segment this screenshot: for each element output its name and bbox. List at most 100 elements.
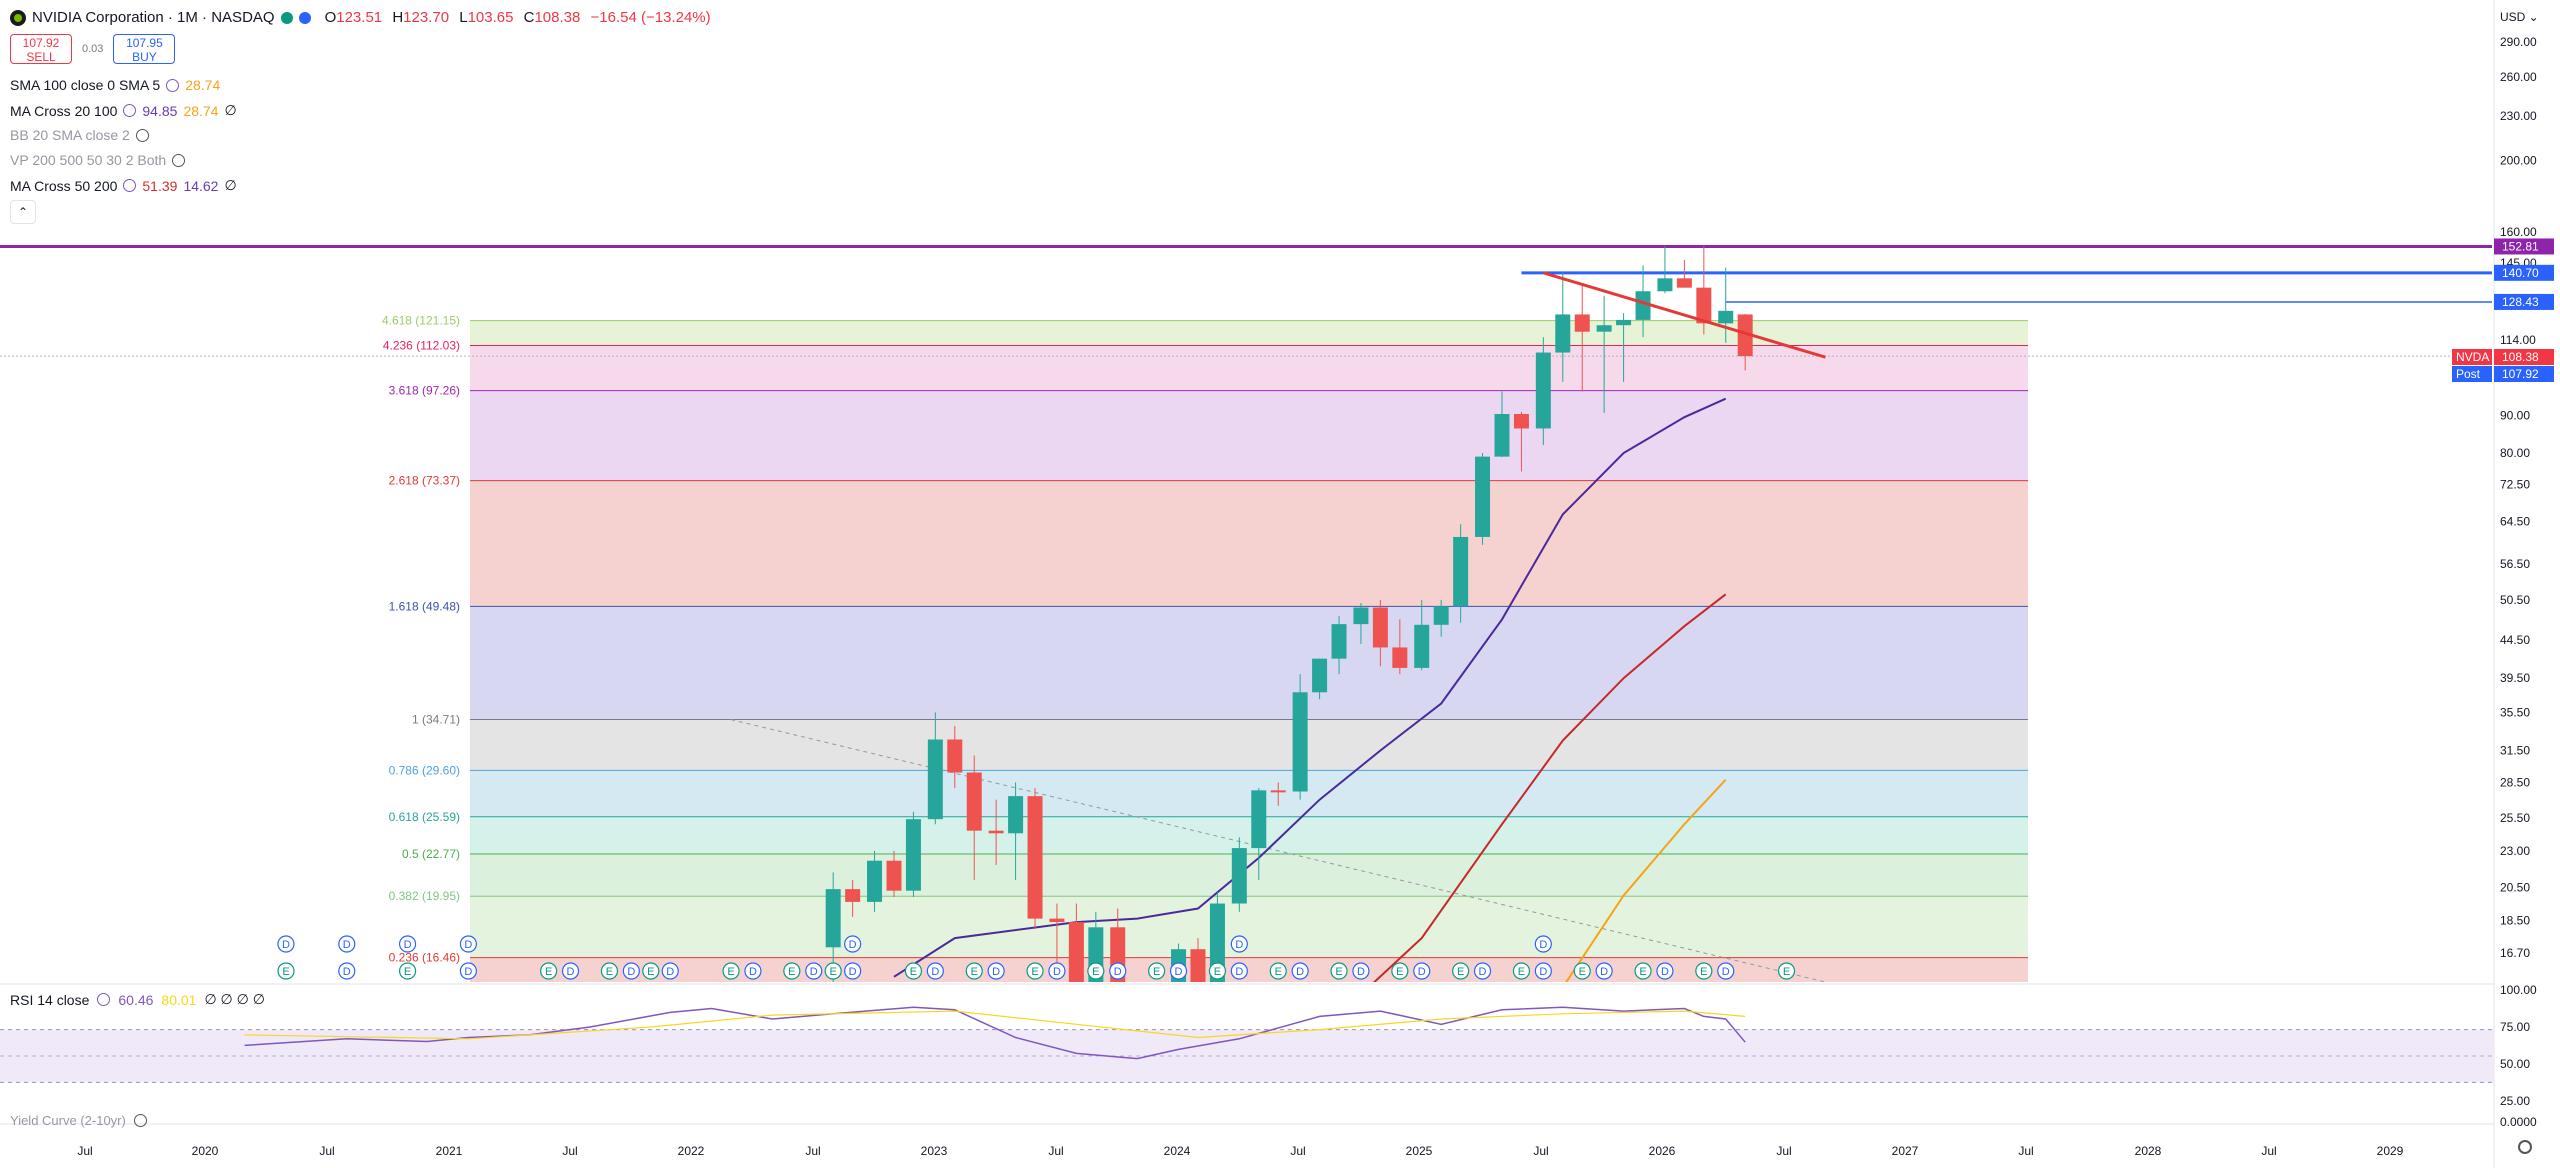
fib-label: 1.618 (49.48): [389, 599, 460, 613]
earnings-event-icon: [622, 962, 640, 980]
earnings-event-icon: [1413, 962, 1431, 980]
price-label-bg: [2494, 264, 2554, 281]
earnings-event-icon: [561, 962, 580, 980]
candle: [927, 739, 943, 820]
settings-icon[interactable]: [123, 179, 137, 192]
y-tick-label: 35.50: [2500, 705, 2530, 719]
price-tag-bg: [2452, 366, 2492, 382]
currency-selector[interactable]: USD ⌄: [2500, 10, 2539, 24]
indicator-name[interactable]: MA Cross 20 100: [10, 102, 118, 119]
candle: [1513, 414, 1529, 429]
indicator-row[interactable]: VP 200 500 50 30 2 Both: [10, 152, 186, 168]
candle: [1676, 278, 1692, 288]
earnings-event-icon: [744, 962, 762, 980]
price-label: 140.70: [2502, 266, 2539, 280]
earnings-event-icon: [1656, 962, 1674, 980]
collapse-legend-button[interactable]: ⌃: [10, 200, 36, 224]
fib-band: [470, 816, 2028, 855]
settings-icon[interactable]: [97, 993, 111, 1006]
price-label-bg: [2494, 293, 2554, 310]
candle: [886, 860, 902, 891]
candle: [1657, 278, 1673, 292]
ma-red-line: [1372, 593, 1727, 982]
earnings-event-icon-label: E: [971, 966, 978, 978]
indicator-name[interactable]: VP 200 500 50 30 2 Both: [10, 152, 167, 168]
earnings-event-icon: [1208, 962, 1227, 980]
candle: [1635, 291, 1651, 320]
rsi-tick-label: 50.00: [2500, 1057, 2530, 1071]
dividend-event-icon: [459, 935, 477, 953]
earnings-event-icon-label: D: [666, 966, 674, 978]
indicator-row[interactable]: BB 20 SMA close 2: [10, 127, 149, 143]
rsi-name[interactable]: RSI 14 close: [10, 991, 90, 1008]
candle: [1231, 848, 1247, 904]
indicator-value: 14.62: [183, 177, 219, 194]
earnings-event-icon: [1512, 962, 1531, 980]
earnings-event-icon-label: E: [1457, 966, 1464, 978]
x-tick-label: Jul: [2018, 1144, 2033, 1158]
dividend-event-icon-label: D: [343, 939, 351, 951]
earnings-event-icon-label: D: [567, 966, 575, 978]
candle: [1353, 607, 1369, 625]
candle: [825, 889, 841, 948]
earnings-event-icon-label: D: [343, 966, 351, 978]
dividend-event-icon: [1230, 935, 1248, 953]
dividend-event-icon-label: D: [464, 939, 472, 951]
candle: [867, 860, 883, 902]
earnings-event-icon-label: D: [1114, 966, 1122, 978]
y-tick-label: 23.00: [2500, 844, 2530, 858]
indicator-row[interactable]: MA Cross 50 200 51.39 14.62 ∅: [10, 177, 237, 194]
earnings-event-icon: [844, 962, 862, 980]
price-label: 152.81: [2502, 239, 2539, 253]
x-tick-label: Jul: [2261, 1144, 2276, 1158]
x-tick-label: 2024: [1164, 1144, 1191, 1158]
earnings-event-icon: [824, 962, 842, 980]
x-tick-label: 2026: [1649, 1144, 1676, 1158]
earnings-event-icon-label: E: [1518, 966, 1525, 978]
main-pane: 4.618 (121.15) 4.236 (112.03) 3.618 (97.26…: [0, 244, 2492, 982]
earnings-event-icon-label: E: [910, 966, 917, 978]
rsi-tick-label: 25.00: [2500, 1094, 2530, 1108]
rsi-value: 60.46: [118, 991, 154, 1008]
price-label: 128.43: [2502, 295, 2539, 309]
earnings-event-icon: [642, 962, 660, 980]
indicator-row[interactable]: MA Cross 20 100 94.85 28.74 ∅: [10, 102, 237, 119]
price-label-bg: [2494, 238, 2554, 255]
earnings-event-icon: [277, 962, 295, 980]
y-tick-label: 56.50: [2500, 557, 2530, 571]
fib-label: 4.618 (121.15): [382, 314, 460, 328]
symbol-title[interactable]: NVIDIA Corporation · 1M · NASDAQ: [32, 9, 275, 26]
price-tag-bg: [2452, 349, 2492, 365]
x-tick-label: Jul: [1533, 1144, 1548, 1158]
hidden-eye-icon[interactable]: [172, 153, 186, 167]
y-tick-label: 18.50: [2500, 913, 2530, 927]
rsi-line: [244, 1006, 1746, 1060]
yield-curve-name[interactable]: Yield Curve (2-10yr): [10, 1113, 126, 1128]
y-tick-label: 20.50: [2500, 881, 2530, 895]
sell-button[interactable]: 107.92 SELL: [10, 34, 72, 64]
earnings-event-icon-label: E: [1031, 966, 1038, 978]
fib-band: [470, 345, 2028, 391]
market-status-icon: [280, 11, 293, 24]
earnings-event-icon: [1473, 962, 1492, 980]
settings-icon[interactable]: [123, 104, 137, 117]
earnings-event-icon-label: D: [1235, 966, 1243, 978]
gear-icon[interactable]: [2518, 1140, 2532, 1154]
indicator-row[interactable]: SMA 100 close 0 SMA 5 28.74: [10, 77, 220, 93]
indicator-name[interactable]: BB 20 SMA close 2: [10, 127, 130, 143]
buy-button[interactable]: 107.95 BUY: [113, 34, 176, 64]
rsi-extra-values: ∅ ∅ ∅ ∅: [204, 991, 265, 1007]
x-tick-label: 2023: [921, 1144, 948, 1158]
earnings-event-icon: [1087, 962, 1105, 980]
hidden-eye-icon[interactable]: [133, 1114, 147, 1127]
price-label: 108.38: [2502, 350, 2539, 364]
indicator-name[interactable]: SMA 100 close 0 SMA 5: [10, 77, 161, 93]
settings-icon[interactable]: [166, 78, 180, 92]
price-label-bg: [2494, 366, 2554, 382]
earnings-event-icon: [904, 962, 923, 980]
ohlc-values: O123.51 H123.70 L103.65 C108.38 −16.54 (…: [324, 9, 711, 26]
indicator-name[interactable]: MA Cross 50 200: [10, 177, 118, 194]
hidden-eye-icon[interactable]: [135, 128, 149, 142]
dividend-event-icon: [844, 935, 862, 953]
